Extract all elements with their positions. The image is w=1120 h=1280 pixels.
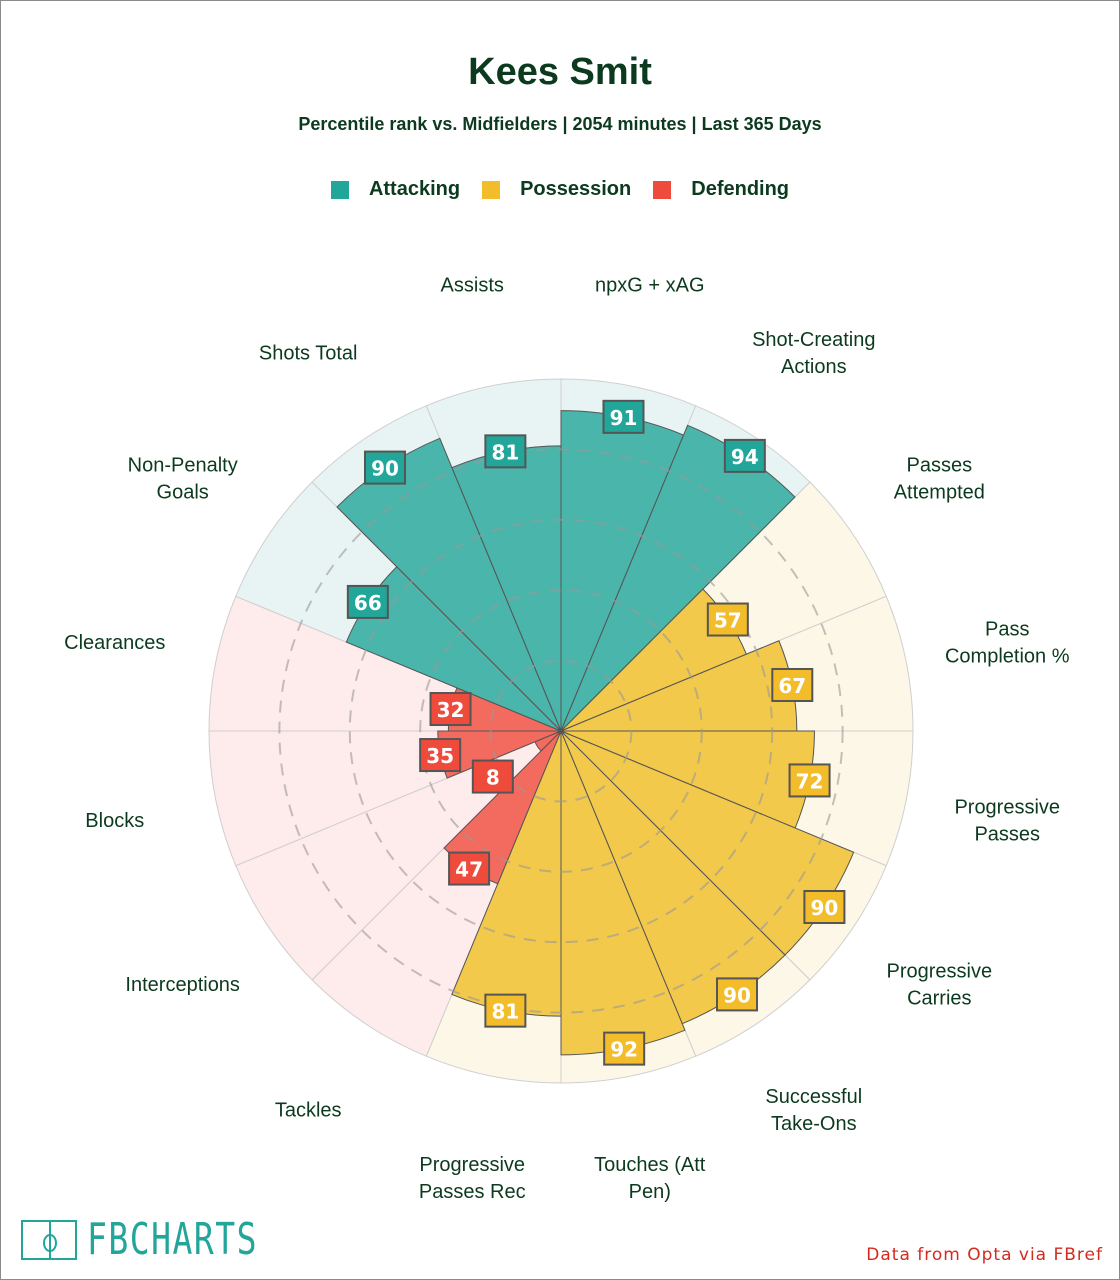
legend-item-possession: Possession [482,178,631,201]
metric-label: Pass [985,619,1029,641]
chart-subtitle: Percentile rank vs. Midfielders | 2054 m… [298,114,822,134]
legend-swatch [653,180,672,199]
legend-item-attacking: Attacking [330,178,461,201]
value-box [346,584,389,619]
legend-label: Attacking [368,178,461,200]
value-label: 90 [810,896,838,920]
legend-item-defending: Defending [653,178,789,201]
value-label: 32 [437,698,465,722]
value-label: 67 [778,674,806,698]
value-box [716,977,759,1012]
metric-label: Tackles [275,1099,342,1121]
value-box [448,851,491,886]
value-label: 90 [723,983,751,1007]
value-box [484,993,527,1028]
metric-label: Carries [907,987,971,1009]
value-label: 35 [426,744,454,768]
gridline-circle [419,589,703,873]
value-label: 92 [610,1038,638,1062]
metric-label: Actions [781,356,847,378]
metric-label: Interceptions [125,974,240,996]
value-label: 47 [455,858,483,882]
legend-swatch [482,180,501,199]
pitch-icon [21,1220,77,1260]
value-label: 91 [610,406,638,430]
metric-label: Non-Penalty [128,455,238,477]
metric-label: Pen) [629,1181,671,1203]
legend-swatch [330,180,349,199]
legend-label: Possession [520,178,632,200]
value-label: 90 [371,457,399,481]
data-credit: Data from Opta via FBref [866,1245,1103,1265]
value-label: 57 [714,609,742,633]
value-box [723,438,766,473]
metric-label: Clearances [64,632,165,654]
value-label: 81 [491,1000,519,1024]
value-box [484,434,527,469]
value-box [429,692,472,727]
logo-text: FBCHARTS [87,1214,258,1265]
value-box [419,738,462,773]
value-label: 8 [486,766,500,790]
value-label: 81 [491,440,519,464]
metric-label: Take-Ons [771,1113,857,1135]
metric-label: npxG + xAG [595,275,705,297]
value-box [803,890,846,925]
metric-label: Successful [765,1086,862,1108]
value-box [706,602,749,637]
metric-label: Touches (Att [594,1154,706,1176]
metric-label: Progressive [954,796,1060,818]
metric-label: Passes Rec [419,1181,526,1203]
value-box [602,399,645,434]
value-box [471,759,514,794]
value-box [771,667,814,702]
chart-title: Kees Smit [468,51,652,93]
legend-label: Defending [691,178,790,200]
fbcharts-logo: FBCHARTS [21,1218,315,1262]
value-label: 66 [354,591,382,615]
metric-label: Completion % [945,646,1070,668]
gridline-circle [348,518,774,944]
metric-label: Progressive [419,1154,525,1176]
metric-label: Passes [974,823,1040,845]
value-box [788,763,831,798]
metric-label: Shots Total [259,343,358,365]
metric-label: Assists [441,275,504,297]
value-label: 72 [796,769,824,793]
metric-label: Blocks [85,810,144,832]
value-label: 94 [731,445,759,469]
gridline-circle [278,448,844,1014]
metric-label: Goals [157,482,209,504]
legend: Attacking Possession Defending [1,178,1119,201]
gridline-circle [489,659,633,803]
metric-label: Passes [907,455,973,477]
metric-label: Shot-Creating [752,329,875,351]
value-box [603,1031,646,1066]
metric-label: Attempted [894,482,985,504]
value-box [363,450,406,485]
metric-label: Progressive [887,960,993,982]
